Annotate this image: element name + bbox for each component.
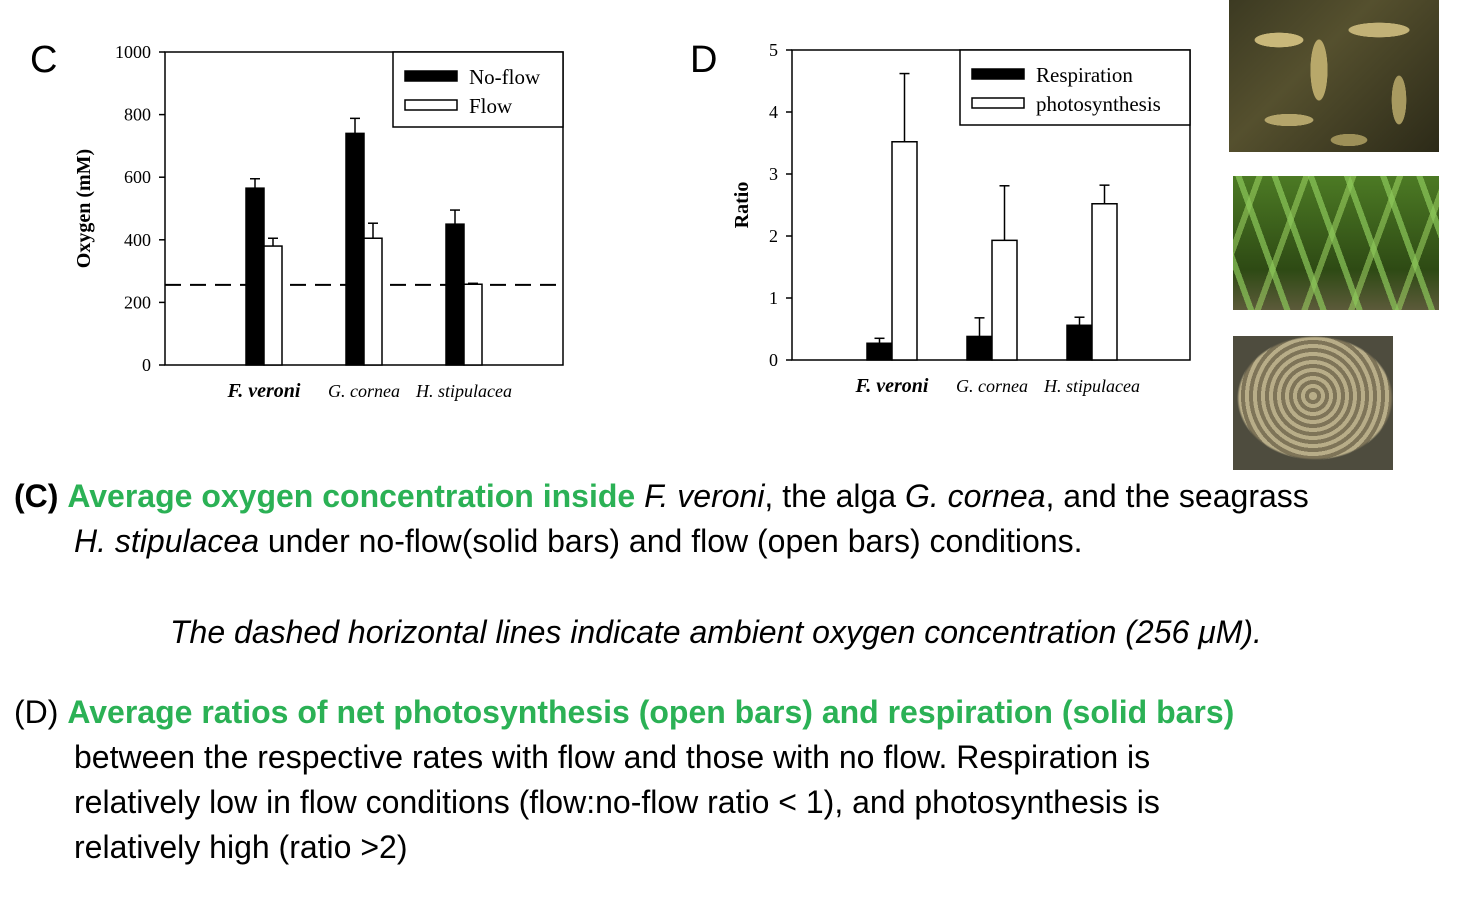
legend-swatch — [404, 70, 458, 82]
bar-flow-1 — [363, 237, 383, 366]
y-tick-label: 800 — [124, 105, 151, 125]
caption-d-label: (D) — [14, 694, 59, 730]
y-tick-label: 1000 — [115, 42, 151, 62]
chart-c: C 0 200 400 600 800 1000 Oxygen (mM) F. veroni G… — [30, 39, 564, 402]
category-label: H. stipulacea — [1043, 376, 1140, 396]
chart-d: D 0 1 2 3 4 5 Ratio F. veroni G. cornea H. stipul… — [690, 39, 1191, 397]
bar-noflow-1 — [345, 132, 365, 366]
dashed-note-end: ). — [1242, 614, 1262, 650]
category-label: F. veroni — [855, 375, 929, 397]
category-label: F. veroni — [227, 380, 301, 402]
legend-label: photosynthesis — [1036, 92, 1161, 116]
y-axis-label: Oxygen (mM) — [73, 149, 95, 268]
bar-flow-2 — [463, 283, 483, 366]
bar-flow-0 — [263, 245, 283, 366]
y-tick-label: 0 — [769, 350, 778, 370]
caption-d-line3: relatively low in flow conditions (flow:… — [74, 784, 1160, 820]
y-axis-label: Ratio — [731, 182, 753, 229]
y-tick-label: 2 — [769, 226, 778, 246]
y-tick-label: 1 — [769, 288, 778, 308]
brain-coral-photo — [1233, 336, 1393, 470]
species-g-cornea: G. cornea — [904, 478, 1046, 514]
caption-c-label: (C) — [14, 478, 59, 514]
caption-c: (C) Average oxygen concentration inside … — [14, 474, 1309, 564]
bar-respiration-1 — [966, 335, 993, 361]
legend-swatch — [971, 97, 1025, 109]
legend-box — [392, 51, 564, 128]
caption-c-text2: , and the seagrass — [1045, 478, 1309, 514]
y-tick-label: 400 — [124, 230, 151, 250]
legend-label: No-flow — [469, 65, 541, 89]
legend-box — [959, 49, 1191, 126]
caption-d-line4: relatively high (ratio >2) — [74, 829, 408, 865]
dashed-note-text: The dashed horizontal lines indicate amb… — [170, 614, 1190, 650]
bar-noflow-0 — [245, 187, 265, 366]
caption-c-text1: , the alga — [764, 478, 897, 514]
seagrass-photo — [1233, 176, 1439, 310]
coral-branching-photo — [1229, 0, 1439, 152]
category-label: G. cornea — [328, 381, 400, 401]
caption-c-text3: under no-flow(solid bars) and flow (open… — [267, 523, 1083, 559]
y-tick-label: 4 — [769, 102, 778, 122]
bar-photosynthesis-2 — [1091, 203, 1118, 361]
dashed-line-note: The dashed horizontal lines indicate amb… — [170, 610, 1262, 655]
y-tick-label: 0 — [142, 355, 151, 375]
legend-swatch — [404, 99, 458, 111]
bar-respiration-0 — [866, 342, 893, 361]
species-h-stipulacea: H. stipulacea — [74, 523, 259, 559]
category-label: G. cornea — [956, 376, 1028, 396]
species-f-veroni: F. veroni — [644, 478, 765, 514]
bar-photosynthesis-1 — [991, 239, 1018, 361]
legend-label: Flow — [469, 94, 513, 118]
bar-photosynthesis-0 — [891, 141, 918, 361]
bar-respiration-2 — [1066, 324, 1093, 361]
caption-d-line2: between the respective rates with flow a… — [74, 739, 1151, 775]
y-tick-label: 600 — [124, 167, 151, 187]
legend-label: Respiration — [1036, 63, 1133, 87]
category-label: H. stipulacea — [415, 381, 512, 401]
dashed-note-unit: μM — [1198, 614, 1243, 650]
panel-label-c: C — [30, 39, 57, 81]
caption-c-title: Average oxygen concentration inside — [67, 478, 636, 514]
y-tick-label: 5 — [769, 40, 778, 60]
legend-swatch — [971, 68, 1025, 80]
caption-d: (D) Average ratios of net photosynthesis… — [14, 690, 1234, 870]
caption-d-title: Average ratios of net photosynthesis (op… — [67, 694, 1235, 730]
panel-label-d: D — [690, 39, 717, 81]
bar-noflow-2 — [445, 223, 465, 366]
y-tick-label: 3 — [769, 164, 778, 184]
y-tick-label: 200 — [124, 292, 151, 312]
